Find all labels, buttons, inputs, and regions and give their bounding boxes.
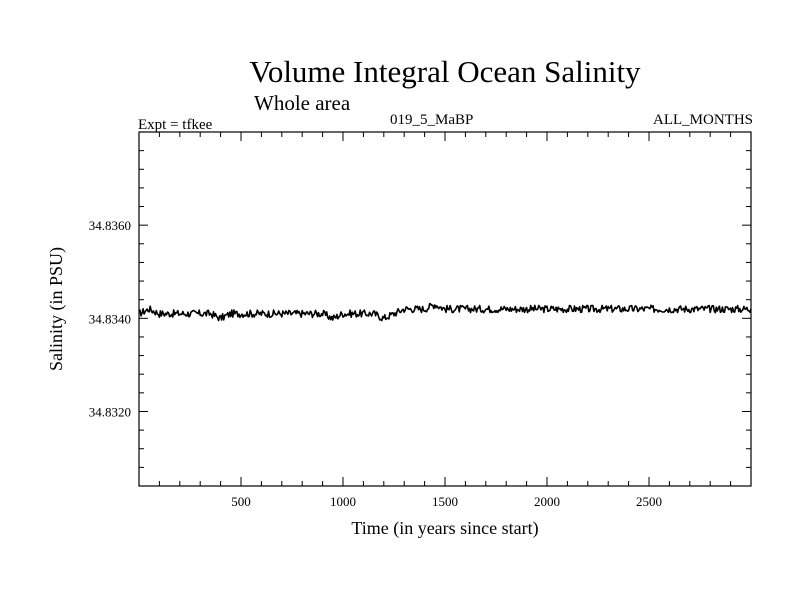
chart-title: Volume Integral Ocean Salinity [249, 54, 641, 89]
y-tick-label: 34.8320 [89, 404, 131, 419]
axis-ticks [139, 132, 751, 486]
x-tick-label: 2500 [636, 494, 662, 509]
x-tick-label: 1500 [432, 494, 458, 509]
x-tick-label: 2000 [534, 494, 560, 509]
y-axis-label: Salinity (in PSU) [46, 247, 67, 371]
y-tick-label: 34.8360 [89, 218, 131, 233]
y-tick-label: 34.8340 [89, 311, 131, 326]
chart-subtitle: Whole area [254, 91, 351, 115]
salinity-series-line [138, 302, 752, 322]
experiment-label: Expt = tfkee [138, 117, 213, 133]
months-label: ALL_MONTHS [653, 112, 753, 128]
run-id-label: 019_5_MaBP [390, 112, 474, 128]
x-tick-label: 500 [231, 494, 251, 509]
x-axis-label: Time (in years since start) [351, 518, 538, 539]
x-tick-label: 1000 [330, 494, 356, 509]
tick-labels: 500 1000 1500 2000 2500 34.8320 34.8340 34.8360 [89, 218, 662, 509]
